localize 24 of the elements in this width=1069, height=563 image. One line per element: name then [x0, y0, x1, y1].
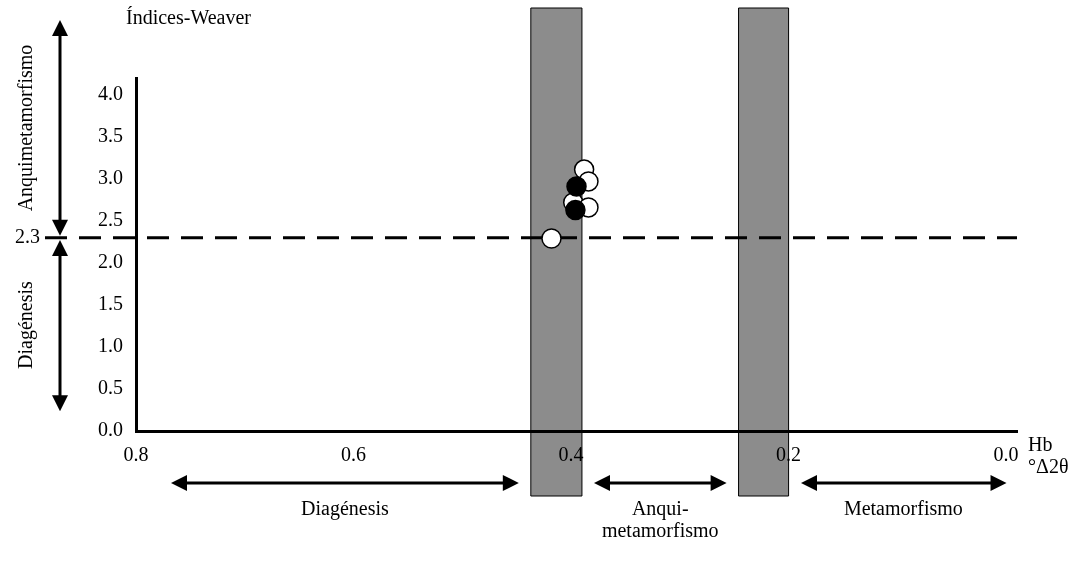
y-tick-label: 3.5 [98, 124, 123, 147]
point [541, 228, 562, 249]
y-tick-label: 1.5 [98, 292, 123, 315]
y-tick-label: 0.0 [98, 418, 123, 441]
x-axis-title: Hb °Δ2θ [1028, 433, 1069, 477]
y-tick-label: 4.0 [98, 82, 123, 105]
ref-line-label: 2.3 [15, 224, 40, 247]
y-tick-label: 2.5 [98, 208, 123, 231]
x-tick-label: 0.0 [993, 443, 1019, 466]
text: Diagénesis [301, 497, 389, 519]
y-tick-label: 2.0 [98, 250, 123, 273]
x-tick-label: 0.8 [123, 443, 149, 466]
text: Metamorfismo [843, 497, 963, 519]
text: Diagénesis [14, 281, 36, 370]
x-tick-label: 0.2 [776, 443, 802, 466]
y-tick-label: 3.0 [98, 166, 123, 189]
point [565, 199, 586, 221]
text: Anquimetamorfismo [14, 44, 36, 212]
text: Anqui- metamorfismo [601, 497, 719, 541]
x-tick-label: 0.6 [341, 443, 367, 466]
y-axis-title: Índices-Weaver [126, 6, 251, 28]
y-tick-label: 0.5 [98, 376, 123, 399]
y-tick-label: 1.0 [98, 334, 123, 357]
point [566, 176, 587, 197]
